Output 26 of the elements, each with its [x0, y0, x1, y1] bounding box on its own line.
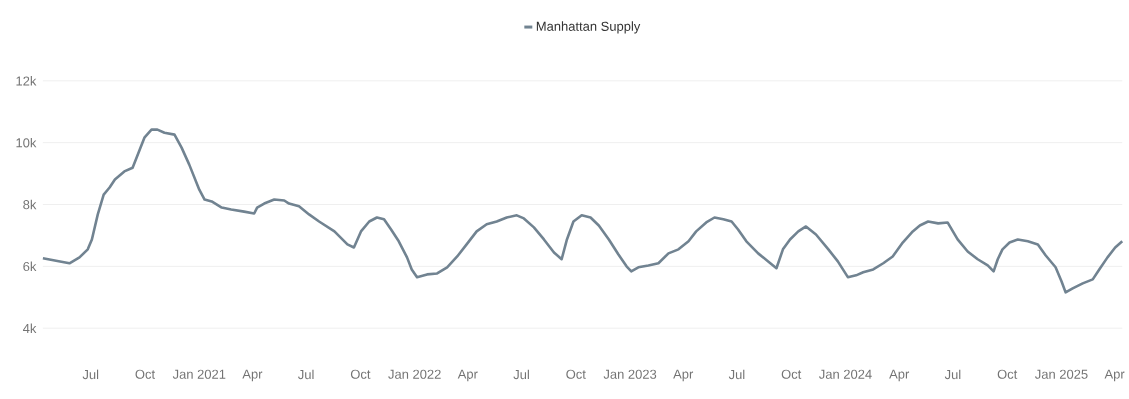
x-tick-label: Oct [781, 369, 802, 379]
x-tick-label: Oct [350, 369, 371, 379]
x-tick-label: Oct [997, 369, 1018, 379]
x-tick-label: Jul [728, 369, 745, 380]
x-tick-label: Jan 2024 [819, 369, 872, 379]
x-tick-label: Apr [457, 369, 478, 382]
x-tick-label: Jul [513, 369, 529, 380]
x-tick-label: Jan 2025 [1035, 369, 1088, 379]
x-tick-label: Jan 2023 [603, 369, 657, 379]
y-tick-label: 8k [23, 199, 37, 210]
y-tick-label: 6k [23, 261, 37, 272]
x-tick-label: Jul [82, 369, 99, 380]
x-tick-label: Apr [1104, 369, 1125, 382]
y-tick-label: 4k [22, 323, 37, 333]
x-tick-label: Apr [673, 369, 694, 382]
x-tick-label: Jan 2021 [172, 369, 226, 379]
x-tick-label: Oct [566, 369, 586, 379]
y-tick-label: 10k [16, 137, 37, 148]
x-tick-label: Jul [944, 369, 961, 380]
x-tick-label: Oct [135, 369, 155, 379]
x-tick-label: Jan 2022 [388, 369, 441, 379]
legend-label: Manhattan Supply [536, 21, 641, 34]
x-tick-label: Apr [889, 369, 910, 382]
x-tick-label: Jul [298, 369, 314, 380]
x-tick-label: Apr [242, 369, 263, 382]
y-tick-label: 12k [16, 76, 37, 86]
